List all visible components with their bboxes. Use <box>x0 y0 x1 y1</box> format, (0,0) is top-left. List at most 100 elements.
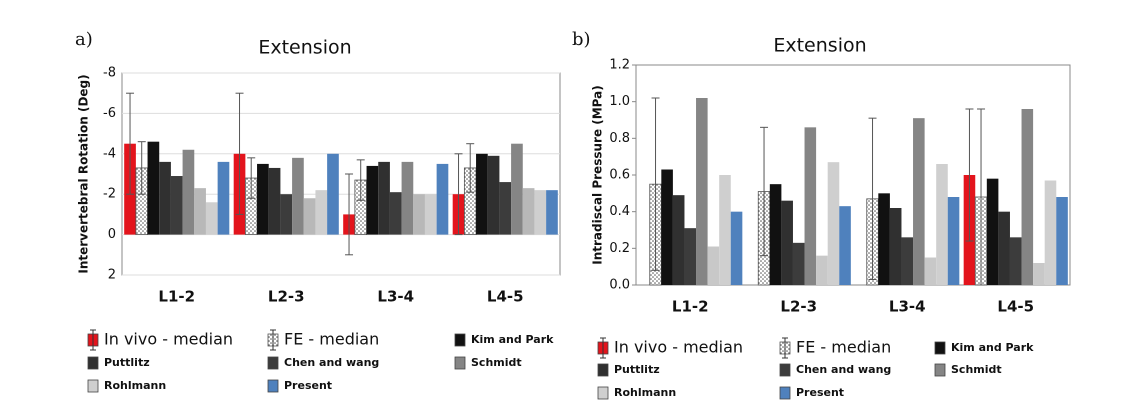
y-tick-label: 2 <box>108 268 116 283</box>
bar <box>170 176 183 235</box>
y-tick-label: -6 <box>103 106 116 121</box>
y-tick-label: 0.4 <box>609 204 630 219</box>
legend-swatch <box>267 356 279 370</box>
bar <box>327 153 339 235</box>
bar <box>315 190 328 235</box>
bar <box>257 163 269 235</box>
legend-label: Present <box>796 386 844 399</box>
legend-label: Present <box>284 379 332 392</box>
x-tick-label: L2-3 <box>780 298 817 316</box>
x-tick-label: L1-2 <box>672 298 709 316</box>
bar <box>378 161 390 235</box>
bar <box>194 188 206 235</box>
bar <box>366 165 379 235</box>
bar <box>998 211 1010 285</box>
bar <box>804 127 817 285</box>
chart-title: Extension <box>773 35 866 57</box>
bar <box>476 153 488 235</box>
legend-swatch <box>597 363 609 377</box>
bar <box>816 255 828 285</box>
y-tick-label: -8 <box>103 66 116 81</box>
bar <box>661 169 673 285</box>
bar <box>719 175 731 285</box>
legend-swatch <box>934 363 946 377</box>
x-tick-label: L3-4 <box>377 288 414 306</box>
bar <box>413 194 425 235</box>
bar <box>696 98 708 285</box>
legend-swatch <box>597 386 609 400</box>
legend-label: Chen and wang <box>284 356 379 369</box>
bar <box>159 161 171 235</box>
legend-label: Schmidt <box>951 363 1002 376</box>
bar <box>303 198 316 235</box>
legend-label: Rohlmann <box>614 386 676 399</box>
bar <box>487 155 500 235</box>
bar <box>684 228 697 285</box>
bar <box>1056 197 1068 285</box>
legend-label: In vivo - median <box>614 338 743 357</box>
legend-label: Rohlmann <box>104 379 166 392</box>
y-tick-label: 0 <box>108 227 116 242</box>
legend-label: FE - median <box>284 330 379 349</box>
x-tick-label: L4-5 <box>997 298 1034 316</box>
y-tick-label: -4 <box>103 146 116 161</box>
bar <box>147 141 160 235</box>
bar <box>499 182 512 235</box>
y-tick-label: 0.2 <box>609 241 630 256</box>
legend-label: Kim and Park <box>951 341 1034 354</box>
x-tick-label: L1-2 <box>158 288 195 306</box>
legend-label: Chen and wang <box>796 363 891 376</box>
bar <box>436 163 449 235</box>
bar <box>839 206 851 285</box>
legend-label: FE - median <box>796 338 891 357</box>
legend-swatch <box>87 379 99 393</box>
bar <box>878 193 890 285</box>
legend-swatch <box>454 356 466 370</box>
bar <box>792 242 805 285</box>
legend-swatch <box>779 386 791 400</box>
bar <box>901 237 914 285</box>
legend-label: Schmidt <box>471 356 522 369</box>
bar <box>707 246 720 285</box>
y-tick-label: 1.2 <box>609 58 630 73</box>
bar <box>889 208 902 285</box>
bar <box>205 202 218 235</box>
y-tick-label: 0.6 <box>609 168 630 183</box>
legend-label: Kim and Park <box>471 333 554 346</box>
bar <box>280 194 293 235</box>
bar <box>781 200 793 285</box>
bar <box>924 257 937 285</box>
bar <box>827 162 840 285</box>
panel-label: b) <box>572 29 591 50</box>
bar <box>730 211 743 285</box>
y-tick-label: 1.0 <box>609 94 630 109</box>
legend-label: Puttlitz <box>614 363 660 376</box>
y-tick-label: 0.8 <box>609 131 630 146</box>
x-tick-label: L3-4 <box>889 298 926 316</box>
legend-swatch <box>454 333 466 347</box>
bar <box>217 161 230 235</box>
bar <box>1033 263 1045 285</box>
y-axis-label: Intervertebral Rotation (Deg) <box>77 74 91 273</box>
bar <box>389 192 402 235</box>
bar <box>986 178 999 285</box>
bar <box>936 164 948 285</box>
legend-label: Puttlitz <box>104 356 150 369</box>
legend-label: In vivo - median <box>104 330 233 349</box>
y-tick-label: -2 <box>103 187 116 202</box>
bar <box>522 188 535 235</box>
panel-label: a) <box>75 29 93 50</box>
bar <box>1044 180 1057 285</box>
y-tick-label: 0.0 <box>609 278 630 293</box>
bar <box>534 190 547 235</box>
chart-title: Extension <box>258 37 351 59</box>
bar <box>268 167 281 235</box>
bar <box>401 161 414 235</box>
legend-swatch <box>267 379 279 393</box>
bar <box>511 143 523 235</box>
bar <box>1009 237 1022 285</box>
legend-swatch <box>87 356 99 370</box>
bar <box>182 149 195 235</box>
y-axis-label: Intradiscal Pressure (MPa) <box>591 85 605 265</box>
